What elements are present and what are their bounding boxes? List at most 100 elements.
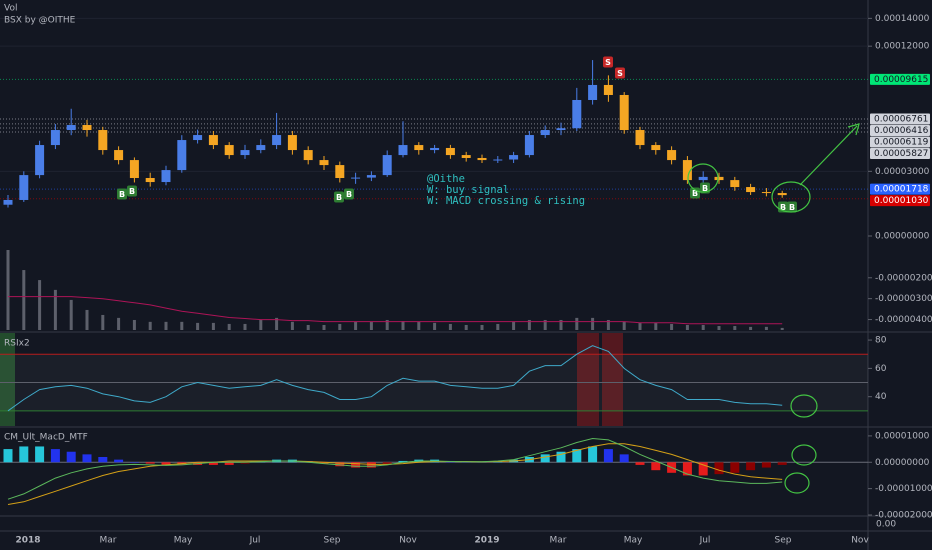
volume-bar [69, 299, 73, 330]
macd-histogram-bar [240, 462, 250, 464]
macd-histogram-bar [66, 451, 76, 463]
macd-histogram-bar [556, 451, 566, 463]
volume-bar [638, 322, 642, 330]
volume-bar [196, 322, 200, 330]
volume-bar [275, 317, 279, 330]
volume-bar [401, 321, 405, 330]
volume-bar [591, 317, 595, 330]
y-tick-label: 0.00000000 [875, 458, 930, 468]
signal-label: B [129, 187, 135, 196]
annotation: @Oithe [427, 173, 465, 185]
volume-bar [38, 280, 42, 330]
y-tick-label: 40 [875, 392, 887, 402]
x-tick-label: Sep [324, 536, 341, 546]
signal-label: B [692, 189, 698, 198]
candle-body [524, 135, 534, 156]
macd-histogram-bar [366, 462, 376, 468]
candle-body [193, 135, 203, 141]
macd-histogram-bar [746, 462, 756, 471]
volume-bar [622, 321, 626, 330]
signal-label: S [617, 69, 623, 78]
signal-badge [344, 188, 354, 200]
volume-bar [227, 323, 231, 330]
candle-body [777, 193, 787, 196]
volume-bar [480, 324, 484, 330]
candle-body [603, 84, 613, 95]
signal-label: B [119, 190, 125, 199]
level-badge [870, 148, 930, 160]
candle-body [477, 157, 487, 161]
macd-histogram-bar [98, 457, 108, 463]
y-tick-label: -0.00001000 [875, 484, 932, 494]
volume-title: Vol [4, 4, 17, 14]
volume-bar [259, 319, 263, 330]
volume-bar [322, 324, 326, 330]
candle-body [382, 155, 392, 176]
signal-label: B [780, 203, 786, 212]
signal-label: B [346, 190, 352, 199]
volume-bar [575, 317, 579, 330]
volume-bar [559, 319, 563, 330]
x-tick-label: Jul [249, 536, 261, 546]
highlight-ellipse [790, 394, 818, 418]
x-tick-label: Nov [399, 536, 417, 546]
macd-histogram-bar [82, 454, 92, 463]
macd-histogram-bar [382, 462, 392, 465]
volume-bar [433, 322, 437, 330]
level-label: 0.00006416 [874, 126, 929, 136]
macd-histogram-bar [145, 462, 155, 464]
candle-body [129, 160, 139, 179]
candle-body [682, 160, 692, 181]
volume-bar [685, 324, 689, 330]
candle-body [366, 175, 376, 178]
candle-body [272, 135, 282, 146]
volume-bar [670, 323, 674, 330]
candle-body [572, 99, 582, 129]
macd-histogram-bar [129, 462, 139, 463]
highlight-ellipse [791, 444, 817, 466]
x-tick-label: Jul [699, 536, 711, 546]
macd-histogram-bar [351, 462, 361, 468]
level-label: 0.00006119 [874, 138, 929, 148]
signal-badge [334, 191, 344, 203]
candle-body [161, 170, 171, 183]
volume-bar [148, 321, 152, 330]
candle-body [82, 125, 92, 131]
volume-bar [717, 326, 721, 330]
volume-bar [654, 322, 658, 330]
candle-body [351, 177, 361, 179]
candle-body [3, 199, 13, 205]
signal-label: B [336, 193, 342, 202]
y-tick-label: -0.00002000 [875, 511, 932, 521]
volume-bar [733, 326, 737, 330]
y-tick-label: 60 [875, 364, 887, 374]
volume-bar [496, 323, 500, 330]
signal-badge [117, 188, 127, 200]
candle-body [66, 125, 76, 131]
candle-body [698, 176, 708, 181]
level-label: 0.00005827 [874, 149, 928, 159]
level-badge [870, 125, 930, 137]
candle-body [177, 140, 187, 171]
candle-body [761, 192, 771, 194]
plot-layer: 0.00014000 0.00012000 0.00003000 0.00009615… [0, 14, 932, 546]
candle-body [651, 145, 661, 151]
volume-bar [527, 319, 531, 330]
highlight-ellipse [771, 181, 811, 213]
macd-histogram-bar [3, 449, 13, 463]
x-tick-label: Sep [775, 536, 792, 546]
level-badge [870, 183, 930, 195]
candle-body [509, 155, 519, 160]
macd-histogram-bar [208, 462, 218, 465]
volume-bar [464, 324, 468, 330]
annotation: W: MACD crossing & rising [427, 195, 585, 207]
volume-bar [780, 327, 784, 330]
y-tick-label: 0.00003000 [875, 167, 930, 177]
y-tick-label: -0.00000200 [875, 273, 932, 283]
macd-histogram-bar [114, 459, 124, 463]
highlight-ellipse [784, 472, 810, 494]
volume-bar [369, 321, 373, 330]
volume-bar [211, 322, 215, 330]
